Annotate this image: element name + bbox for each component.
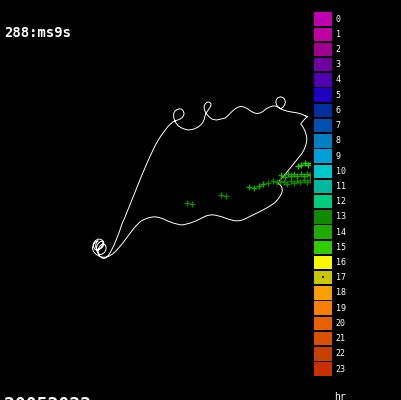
Text: 20: 20: [335, 319, 345, 328]
Text: 10: 10: [335, 167, 345, 176]
Text: 6: 6: [335, 106, 340, 115]
Text: 11: 11: [335, 182, 345, 191]
Text: 12: 12: [335, 197, 345, 206]
Text: 9: 9: [335, 152, 340, 160]
Text: 21: 21: [335, 334, 345, 343]
Text: 15: 15: [335, 243, 345, 252]
Text: 5: 5: [335, 91, 340, 100]
Text: •: •: [320, 275, 324, 281]
Text: 7: 7: [335, 121, 340, 130]
Text: 22: 22: [335, 349, 345, 358]
Text: 19: 19: [335, 304, 345, 313]
Text: 4: 4: [335, 76, 340, 84]
Text: 23: 23: [335, 364, 345, 374]
Text: 0: 0: [335, 14, 340, 24]
Text: 288:ms9s: 288:ms9s: [4, 26, 71, 40]
Text: hr: hr: [333, 392, 344, 400]
Text: 18: 18: [335, 288, 345, 298]
Text: 1: 1: [335, 30, 340, 39]
Text: 14: 14: [335, 228, 345, 237]
Text: 2: 2: [335, 45, 340, 54]
Text: 17: 17: [335, 273, 345, 282]
Text: 13: 13: [335, 212, 345, 221]
Text: 3: 3: [335, 60, 340, 69]
Text: 20052022: 20052022: [4, 396, 91, 400]
Text: 8: 8: [335, 136, 340, 145]
Text: 16: 16: [335, 258, 345, 267]
